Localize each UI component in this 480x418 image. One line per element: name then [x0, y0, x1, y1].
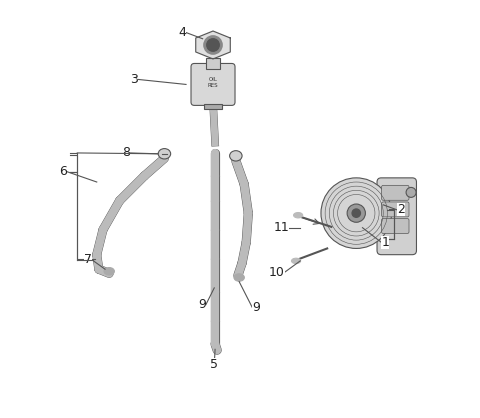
- Circle shape: [204, 36, 222, 54]
- Text: 1: 1: [381, 236, 389, 249]
- Text: 8: 8: [122, 146, 130, 159]
- Text: 7: 7: [84, 253, 92, 266]
- Ellipse shape: [294, 212, 303, 218]
- Text: 9: 9: [252, 301, 260, 314]
- Circle shape: [347, 204, 365, 222]
- Text: 9: 9: [198, 298, 206, 311]
- FancyBboxPatch shape: [382, 185, 409, 200]
- Bar: [204, 104, 222, 109]
- Ellipse shape: [291, 258, 300, 264]
- Bar: [205, 59, 220, 69]
- Polygon shape: [196, 31, 230, 59]
- Ellipse shape: [229, 150, 242, 161]
- Ellipse shape: [104, 268, 114, 275]
- Ellipse shape: [234, 274, 244, 281]
- FancyBboxPatch shape: [191, 64, 235, 105]
- Circle shape: [352, 209, 360, 217]
- Text: 3: 3: [131, 73, 138, 86]
- Text: 6: 6: [59, 165, 67, 178]
- Text: 5: 5: [210, 358, 218, 371]
- Text: 4: 4: [178, 26, 186, 39]
- Circle shape: [207, 39, 219, 51]
- FancyBboxPatch shape: [377, 178, 417, 255]
- Text: OIL
RES: OIL RES: [208, 77, 218, 88]
- Circle shape: [406, 187, 416, 197]
- Ellipse shape: [158, 148, 171, 159]
- Text: 11: 11: [273, 221, 289, 234]
- Text: 10: 10: [269, 265, 285, 279]
- Text: 2: 2: [397, 203, 405, 217]
- FancyBboxPatch shape: [382, 202, 409, 217]
- FancyBboxPatch shape: [382, 219, 409, 234]
- Circle shape: [321, 178, 392, 248]
